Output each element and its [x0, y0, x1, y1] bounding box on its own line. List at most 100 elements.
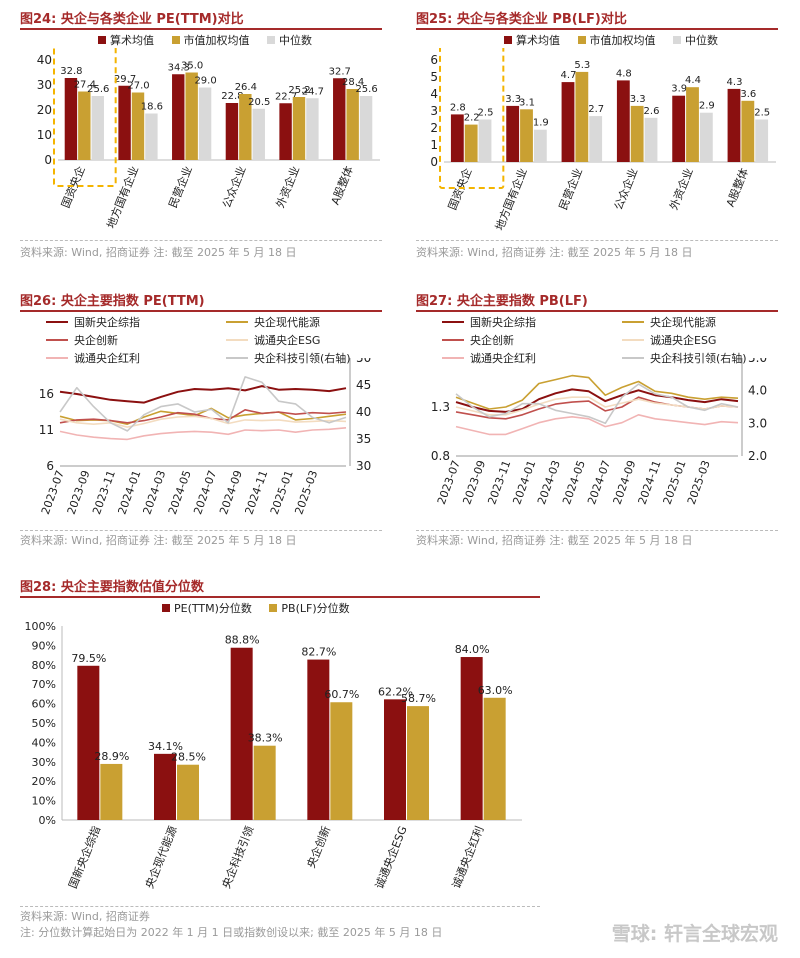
x-tick-label: 地方国有企业	[104, 164, 142, 230]
left-y-tick-label: 1.3	[431, 400, 450, 414]
x-tick-label: 诚通央企ESG	[372, 824, 410, 891]
legend-item: PE(TTM)分位数	[162, 600, 252, 616]
data-label: 25.2	[288, 85, 310, 96]
x-tick-label: 2023-11	[485, 459, 513, 507]
fig26-panel: 图26: 央企主要指数 PE(TTM) 国新央企综指 央企现代能源 央企创新 诚…	[20, 290, 382, 552]
bar	[478, 119, 492, 162]
x-tick-label: 2023-09	[65, 469, 93, 517]
y-tick-label: 3	[430, 104, 438, 118]
series-line	[59, 385, 347, 404]
fig28-source-rule	[20, 906, 540, 907]
x-tick-label: 国新央企综指	[65, 824, 103, 890]
right-y-tick-label: 4.0	[748, 384, 767, 398]
x-tick-label: 央企创新	[304, 824, 333, 870]
bar	[464, 124, 478, 162]
data-label: 26.4	[235, 82, 257, 93]
data-label: 3.3	[505, 94, 521, 105]
x-tick-label: 外资企业	[666, 166, 695, 212]
fig28-legend: PE(TTM)分位数 PB(LF)分位数	[162, 600, 364, 616]
bar	[520, 109, 533, 162]
fig26-title-rule	[20, 310, 382, 312]
fig24-source: 资料来源: Wind, 招商证券 注: 截至 2025 年 5 月 18 日	[20, 246, 297, 259]
data-label: 4.3	[727, 77, 743, 88]
legend-item: 中位数	[267, 32, 312, 48]
y-tick-label: 1	[430, 138, 438, 152]
left-y-tick-label: 0.8	[431, 449, 450, 463]
bar	[292, 97, 306, 160]
bar	[306, 98, 319, 160]
y-tick-label: 30%	[32, 756, 56, 769]
bar	[64, 78, 78, 160]
bar	[630, 105, 644, 162]
fig25-legend: 算术均值 市值加权均值 中位数	[504, 32, 732, 48]
x-tick-label: 2023-09	[460, 459, 488, 507]
legend-item: 诚通央企红利	[46, 350, 226, 366]
series-line	[59, 415, 347, 428]
fig26-chart: 6111630354045502023-072023-092023-112024…	[39, 358, 371, 517]
series-line	[455, 413, 739, 436]
legend-item: 央企现代能源	[226, 314, 366, 330]
x-tick-label: 央企现代能源	[142, 824, 180, 890]
watermark: 雪球: 轩言全球宏观	[611, 923, 778, 945]
data-label: 2.5	[754, 108, 770, 119]
fig27-title-rule	[416, 310, 778, 312]
fig24-title-rule	[20, 28, 382, 30]
bar	[575, 71, 589, 162]
legend-item: 市值加权均值	[577, 32, 656, 48]
legend-item: 诚通央企红利	[442, 350, 622, 366]
fig25-title: 图25: 央企与各类企业 PB(LF)对比	[416, 12, 627, 27]
bar	[100, 763, 123, 820]
data-label: 3.9	[671, 84, 687, 95]
series-line	[455, 388, 739, 413]
x-tick-label: 2024-07	[585, 459, 613, 507]
series-line	[59, 376, 347, 432]
data-label: 2.9	[699, 101, 715, 112]
bar	[230, 647, 253, 820]
fig24-panel: 图24: 央企与各类企业 PE(TTM)对比 算术均值 市值加权均值 中位数 0…	[20, 8, 382, 263]
fig25-source: 资料来源: Wind, 招商证券 注: 截至 2025 年 5 月 18 日	[416, 246, 693, 259]
bar	[644, 117, 658, 162]
data-label: 22.7	[275, 91, 297, 102]
data-label: 29.0	[194, 76, 216, 87]
bar	[333, 78, 346, 160]
x-tick-label: 2024-03	[535, 459, 563, 507]
data-label: 25.6	[355, 84, 377, 95]
fig26-legend: 国新央企综指 央企现代能源 央企创新 诚通央企ESG 诚通央企红利 央企科技引领…	[46, 314, 366, 366]
data-label: 28.4	[342, 77, 364, 88]
right-y-tick-label: 5.0	[748, 358, 767, 365]
data-label: 82.7%	[301, 646, 336, 659]
right-y-tick-label: 2.0	[748, 449, 767, 463]
x-tick-label: 外资企业	[273, 164, 302, 210]
bar	[239, 94, 252, 160]
legend-item: PB(LF)分位数	[269, 600, 350, 616]
x-tick-label: 2024-09	[217, 469, 245, 517]
bar	[506, 105, 520, 162]
fig26-title: 图26: 央企主要指数 PE(TTM)	[20, 294, 205, 309]
bar	[185, 72, 198, 160]
x-tick-label: 2024-09	[611, 459, 639, 507]
right-y-tick-label: 3.0	[748, 416, 767, 430]
fig26-source-rule	[20, 530, 382, 531]
data-label: 32.8	[60, 66, 82, 77]
legend-item: 央企创新	[46, 332, 226, 348]
fig24-source-rule	[20, 240, 382, 241]
data-label: 3.6	[740, 89, 756, 100]
x-tick-label: 2025-03	[292, 469, 320, 517]
data-label: 58.7%	[401, 692, 436, 705]
bar	[741, 100, 755, 162]
legend-item: 诚通央企ESG	[622, 332, 762, 348]
y-tick-label: 100%	[25, 620, 56, 633]
x-tick-label: 2024-01	[510, 459, 538, 507]
data-label: 2.8	[450, 102, 466, 113]
bar	[384, 699, 406, 820]
right-y-tick-label: 40	[356, 405, 371, 419]
y-tick-label: 4	[430, 87, 438, 101]
bar	[616, 80, 630, 162]
bar	[359, 96, 373, 160]
legend-item: 中位数	[673, 32, 718, 48]
fig26-source: 资料来源: Wind, 招商证券 注: 截至 2025 年 5 月 18 日	[20, 534, 297, 547]
data-label: 79.5%	[71, 652, 106, 665]
fig27-chart: 0.81.32.03.04.05.02023-072023-092023-112…	[431, 358, 767, 507]
fig27-source: 资料来源: Wind, 招商证券 注: 截至 2025 年 5 月 18 日	[416, 534, 693, 547]
series-line	[455, 374, 739, 410]
